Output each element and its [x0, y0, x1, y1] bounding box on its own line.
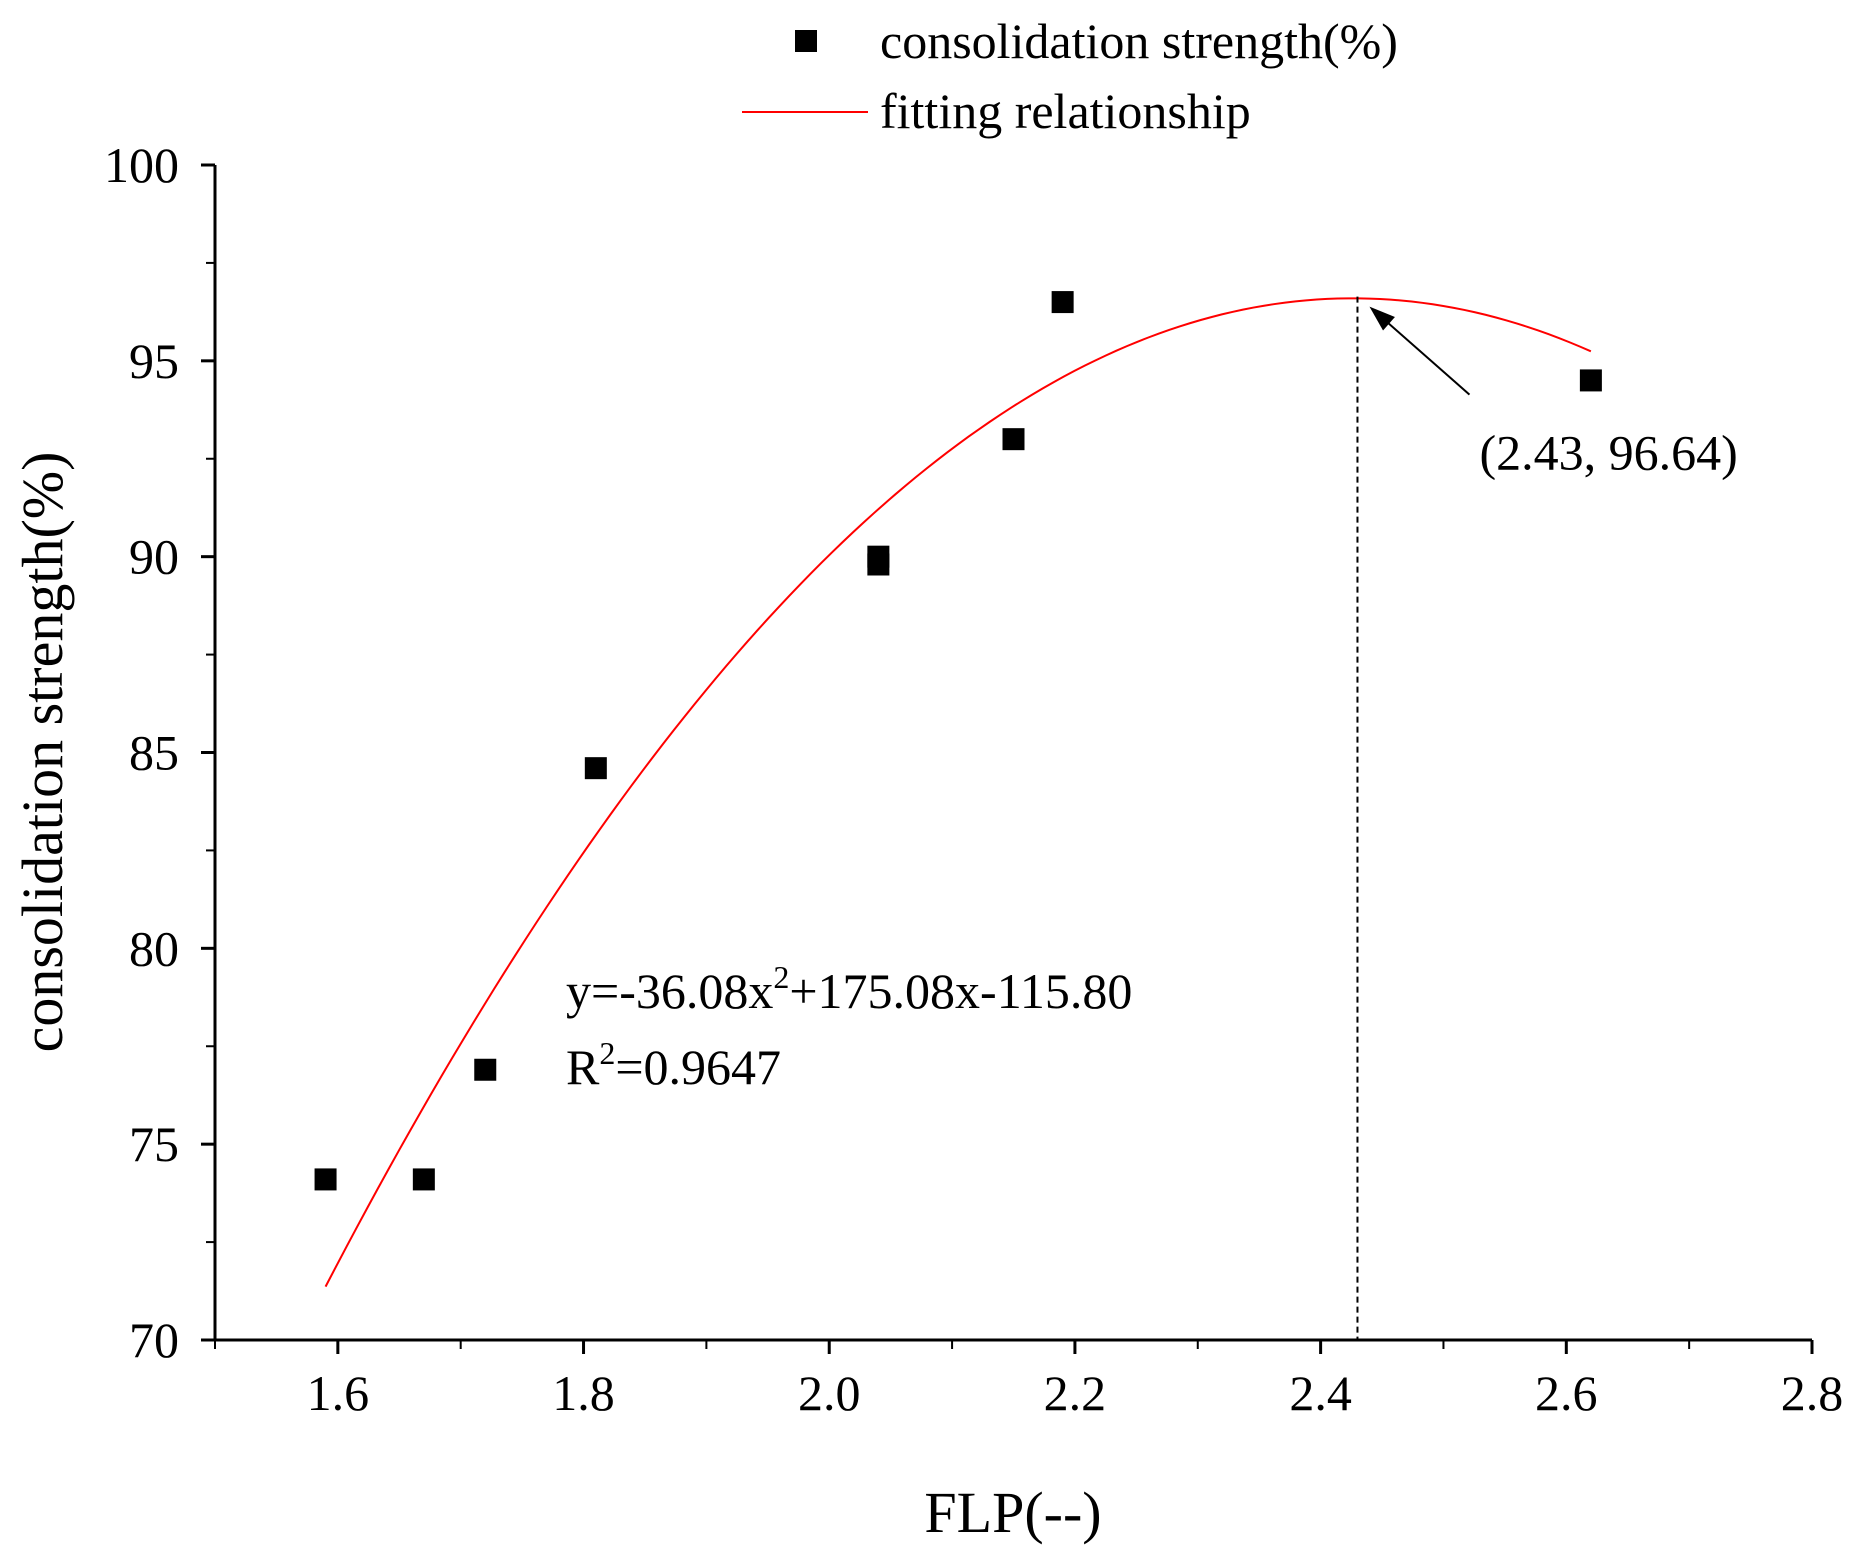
y-tick-label: 75 — [129, 1116, 179, 1172]
axes: 1.6 1.8 2.0 2.2 2.4 2.6 2.8 70 75 80 85 90 95 100 — [104, 137, 1843, 1421]
data-point — [474, 1058, 497, 1081]
x-tick-label: 2.0 — [798, 1365, 861, 1421]
y-ticks: 70 75 80 85 90 95 100 — [104, 137, 215, 1368]
x-tick-label: 1.8 — [552, 1365, 615, 1421]
x-ticks: 1.6 1.8 2.0 2.2 2.4 2.6 2.8 — [214, 1340, 1844, 1421]
x-tick-label: 2.8 — [1781, 1365, 1844, 1421]
fit-curve-group — [324, 297, 1592, 1288]
y-tick-label: 80 — [129, 920, 179, 976]
fit-curve — [324, 297, 1592, 1288]
scatter-points — [314, 291, 1602, 1191]
y-tick-label: 70 — [129, 1312, 179, 1368]
data-point — [1051, 291, 1074, 314]
x-tick-label: 1.6 — [307, 1365, 370, 1421]
legend-label-scatter: consolidation strength(%) — [880, 13, 1398, 69]
data-point — [584, 757, 607, 780]
equation-text: y=-36.08x2+175.08x-115.80 — [566, 959, 1132, 1019]
data-point — [1579, 369, 1602, 392]
x-tick-label: 2.4 — [1289, 1365, 1352, 1421]
y-tick-label: 85 — [129, 725, 179, 781]
r-squared-text: R2=0.9647 — [566, 1035, 781, 1095]
peak-arrow-head — [1369, 306, 1395, 331]
y-tick-label: 95 — [129, 333, 179, 389]
data-point — [412, 1168, 435, 1191]
legend-marker-scatter — [795, 30, 817, 52]
data-point — [314, 1168, 337, 1191]
data-point — [1002, 428, 1025, 451]
y-axis-title: consolidation strength(%) — [10, 452, 75, 1053]
x-tick-label: 2.6 — [1535, 1365, 1598, 1421]
legend: consolidation strength(%) fitting relati… — [742, 13, 1398, 139]
legend-label-fit: fitting relationship — [880, 83, 1251, 139]
y-tick-label: 90 — [129, 529, 179, 585]
peak-annotation: (2.43, 96.64) — [1356, 296, 1738, 1340]
data-point — [867, 553, 890, 576]
x-tick-label: 2.2 — [1044, 1365, 1107, 1421]
y-tick-label: 100 — [104, 137, 179, 193]
peak-label: (2.43, 96.64) — [1479, 425, 1737, 481]
x-axis-title: FLP(--) — [924, 1480, 1101, 1545]
peak-arrow-line — [1376, 312, 1471, 396]
